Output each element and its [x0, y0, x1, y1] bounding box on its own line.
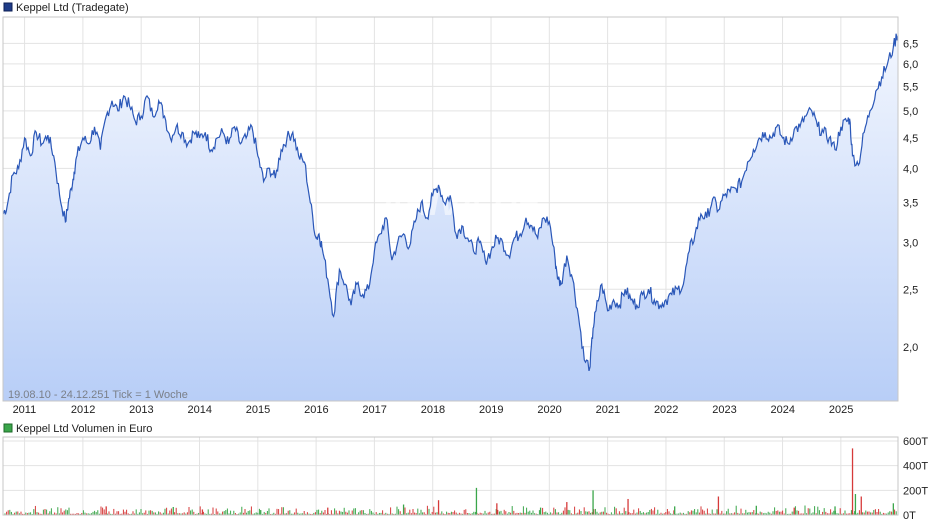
- volume-grid: [3, 437, 898, 516]
- x-tick-label: 2012: [71, 404, 95, 416]
- x-tick-label: 2016: [304, 404, 328, 416]
- volume-y-axis: 0T 200T 400T 600T: [903, 436, 928, 522]
- x-tick-label: 2022: [654, 404, 678, 416]
- volume-y-tick-label: 600T: [903, 436, 928, 448]
- tick-note: 1 Tick = 1 Woche: [103, 389, 187, 401]
- x-tick-label: 2017: [362, 404, 386, 416]
- watermark: ARIVA.DE: [379, 185, 541, 223]
- volume-y-tick-label: 400T: [903, 461, 928, 473]
- price-y-tick-label: 3,5: [903, 198, 918, 210]
- x-tick-label: 2013: [129, 404, 153, 416]
- volume-plot-frame: [2, 436, 899, 516]
- date-range: 19.08.10 - 24.12.25: [8, 389, 103, 401]
- volume-y-tick-label: 200T: [903, 485, 928, 497]
- x-axis: 2011 2012 2013 2014 2015 2016 2017 2018 2019 2020…: [13, 404, 854, 416]
- price-y-tick-label: 6,0: [903, 59, 918, 71]
- x-tick-label: 2024: [771, 404, 795, 416]
- x-tick-label: 2025: [829, 404, 853, 416]
- x-tick-label: 2018: [421, 404, 445, 416]
- x-tick-label: 2019: [479, 404, 503, 416]
- x-tick-label: 2021: [596, 404, 620, 416]
- volume-legend-label: Keppel Ltd Volumen in Euro: [16, 423, 152, 435]
- volume-legend-swatch: [3, 423, 13, 433]
- date-range-label: 19.08.10 - 24.12.251 Tick = 1 Woche: [8, 389, 188, 401]
- price-line: [2, 33, 899, 372]
- x-tick-label: 2014: [187, 404, 211, 416]
- price-legend-label: Keppel Ltd (Tradegate): [16, 2, 129, 14]
- price-y-tick-label: 4,5: [903, 133, 918, 145]
- x-tick-label: 2020: [537, 404, 561, 416]
- volume-y-tick-label: 0T: [903, 510, 916, 522]
- price-y-tick-label: 2,0: [903, 342, 918, 354]
- price-y-tick-label: 4,0: [903, 163, 918, 175]
- x-tick-label: 2011: [13, 404, 37, 416]
- price-area: [3, 33, 898, 401]
- price-y-tick-label: 5,0: [903, 106, 918, 118]
- price-y-tick-label: 3,0: [903, 237, 918, 249]
- x-tick-label: 2015: [246, 404, 270, 416]
- volume-bars-background: [4, 505, 897, 515]
- x-tick-label: 2023: [712, 404, 736, 416]
- price-y-tick-label: 6,5: [903, 38, 918, 50]
- price-y-axis: 2,0 2,5 3,0 3,5 4,0 4,5 5,0 5,5 6,0 6,5: [903, 38, 918, 353]
- price-y-tick-label: 2,5: [903, 284, 918, 296]
- price-plot-frame: [2, 16, 899, 402]
- volume-bars: [105, 448, 894, 515]
- price-legend-swatch: [3, 2, 13, 12]
- price-y-tick-label: 5,5: [903, 81, 918, 93]
